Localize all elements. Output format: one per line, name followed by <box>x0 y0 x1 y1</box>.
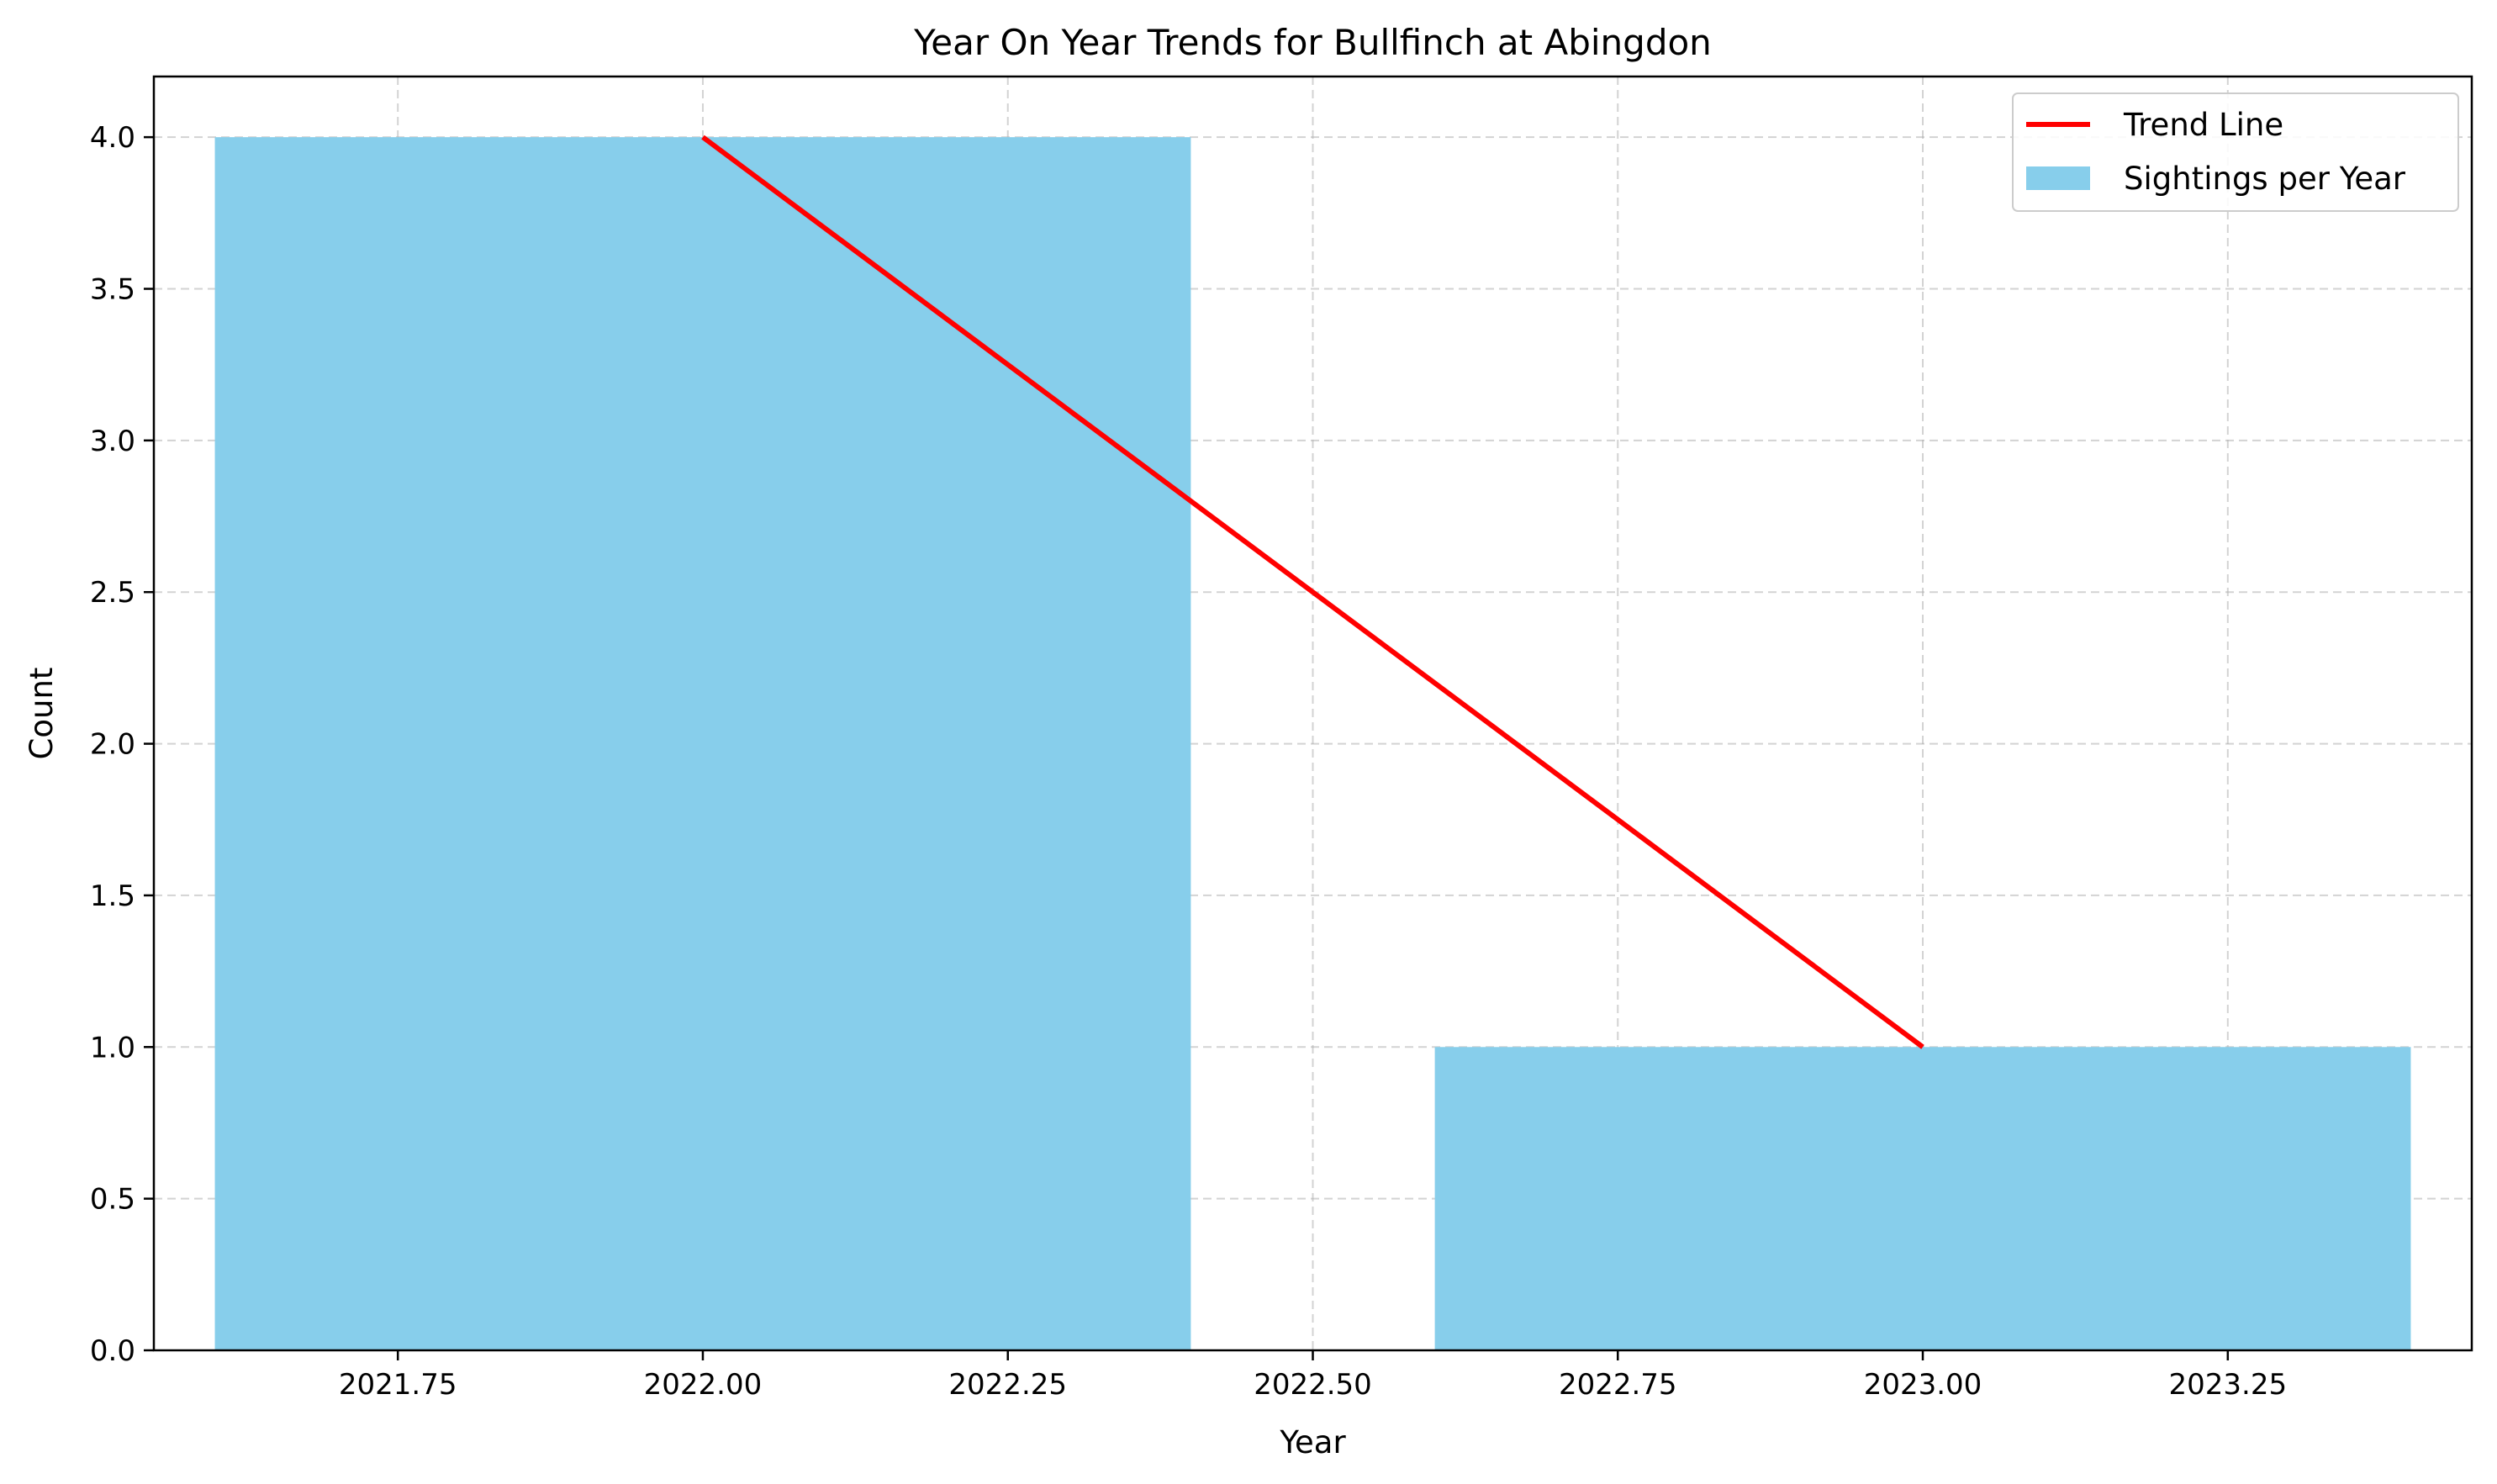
y-tick-label-5: 2.5 <box>90 576 135 610</box>
bars <box>214 137 2411 1351</box>
x-tick-label-1: 2022.00 <box>644 1368 763 1402</box>
y-tick-label-8: 4.0 <box>90 121 135 155</box>
y-tick-label-3: 1.5 <box>90 879 135 913</box>
x-tick-label-4: 2022.75 <box>1559 1368 1677 1402</box>
x-tick-label-2: 2022.25 <box>948 1368 1067 1402</box>
y-tick-label-0: 0.0 <box>90 1334 135 1368</box>
legend-box <box>2012 92 2459 212</box>
y-tick-label-6: 3.0 <box>90 425 135 458</box>
legend-label-0: Trend Line <box>2123 107 2283 143</box>
trend-lines <box>701 135 1924 1049</box>
bar-2022 <box>214 137 1191 1351</box>
bar-2023 <box>1434 1047 2411 1350</box>
y-axis-ticks: 0.0 0.5 1.0 1.5 2.0 2.5 3.0 3.5 4.0 <box>90 121 154 1368</box>
y-axis-label: Count <box>24 668 60 760</box>
x-axis-label: Year <box>1279 1424 1346 1460</box>
trend-line <box>701 135 1924 1049</box>
chart-title: Year On Year Trends for Bullfinch at Abi… <box>913 22 1712 63</box>
y-tick-label-2: 1.0 <box>90 1031 135 1064</box>
x-tick-label-5: 2023.00 <box>1864 1368 1982 1402</box>
x-tick-label-3: 2022.50 <box>1254 1368 1372 1402</box>
y-tick-label-4: 2.0 <box>90 728 135 762</box>
y-tick-label-1: 0.5 <box>90 1183 135 1217</box>
legend: Trend Line Sightings per Year <box>2012 92 2459 212</box>
legend-swatch-sightings <box>2026 166 2090 190</box>
legend-label-1: Sightings per Year <box>2124 161 2406 197</box>
x-tick-label-6: 2023.25 <box>2168 1368 2287 1402</box>
y-tick-label-7: 3.5 <box>90 273 135 307</box>
x-axis-ticks: 2021.75 2022.00 2022.25 2022.50 2022.75 2023.… <box>339 1350 2287 1402</box>
x-tick-label-0: 2021.75 <box>339 1368 457 1402</box>
